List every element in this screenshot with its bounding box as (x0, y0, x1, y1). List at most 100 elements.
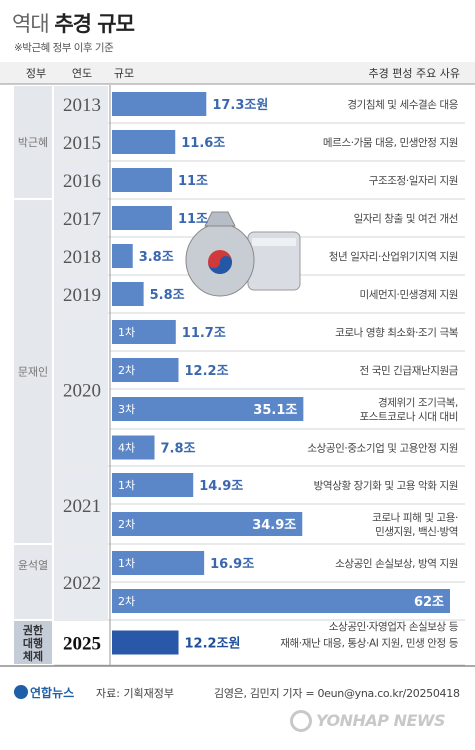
credit-text: 김영은, 김민지 기자 = 0eun@yna.co.kr/20250418 (214, 687, 460, 700)
bar (112, 358, 179, 382)
bar-round-label: 2차 (118, 518, 135, 531)
money-stack-band (252, 238, 296, 246)
reason-label: 미세먼지·민생경제 지원 (360, 288, 458, 301)
bar-value-label: 5.8조 (150, 288, 185, 303)
year-cell (54, 238, 108, 274)
gov-cell (14, 621, 52, 664)
gov-label: 문재인 (18, 366, 48, 379)
gov-cell (14, 545, 52, 619)
year-label: 2015 (63, 133, 101, 154)
gov-label: 체제 (23, 649, 43, 663)
bar-round-label: 1차 (118, 557, 135, 570)
reason-label: 소상공인 손실보상, 방역 지원 (335, 558, 458, 570)
bar (112, 397, 304, 421)
watermark: YONHAP NEWS (290, 710, 446, 732)
reason-label: 전 국민 긴급재난지원금 (360, 365, 459, 377)
reason-label: 코로나 피해 및 고용· (372, 511, 458, 524)
bar-value-label: 11조 (178, 174, 208, 189)
bar-value-label: 11.6조 (181, 136, 225, 151)
bar (112, 551, 205, 575)
source-text: 자료: 기획재정부 (96, 687, 175, 700)
watermark-text: YONHAP NEWS (316, 711, 446, 730)
year-cell (54, 621, 108, 664)
bar-value-label: 12.2조원 (185, 637, 241, 652)
reason-label: 구조조정·일자리 지원 (369, 174, 458, 187)
bar (112, 206, 172, 230)
year-label: 2025 (63, 634, 101, 655)
bar (112, 320, 176, 344)
year-cell (54, 545, 108, 619)
bar-value-label: 3.8조 (139, 250, 174, 265)
year-label: 2021 (63, 496, 101, 517)
gov-label: 대행 (23, 636, 43, 650)
bar-value-label: 34.9조 (252, 518, 296, 533)
bar (112, 512, 303, 536)
year-label: 2019 (63, 285, 101, 306)
bar-value-label: 11.7조 (182, 326, 226, 341)
gov-label: 윤석열 (18, 559, 48, 572)
bar-value-label: 12.2조 (185, 364, 229, 379)
header-row (0, 62, 475, 84)
money-bag-neck (204, 211, 236, 227)
bar (112, 168, 172, 192)
reason-label: 재해·재난 대응, 통상·AI 지원, 민생 안정 등 (280, 637, 458, 650)
gov-label: 권한 (23, 623, 43, 637)
reason-label: 일자리 창출 및 여건 개선 (354, 212, 458, 225)
bar-round-label: 1차 (118, 479, 135, 492)
bar-value-label: 16.9조 (210, 557, 254, 572)
bar (112, 244, 133, 268)
year-cell (54, 124, 108, 160)
yonhap-logo-icon (14, 685, 28, 699)
chart-note: ※박근혜 정부 이후 기준 (14, 42, 114, 54)
year-cell (54, 86, 108, 122)
year-cell (54, 467, 108, 543)
logo-text: 연합뉴스 (30, 686, 75, 700)
reason-label: 방역상황 장기화 및 고용 악화 지원 (314, 480, 458, 492)
year-label: 2020 (63, 381, 101, 402)
title-bold: 추경 규모 (54, 12, 135, 36)
bar-value-label: 62조 (414, 595, 444, 610)
year-label: 2013 (63, 95, 101, 116)
year-cell (54, 314, 108, 465)
reason-label: 소상공인·자영업자 손실보상 등 (329, 620, 459, 633)
bar (112, 630, 179, 655)
gov-cell (14, 86, 52, 198)
year-cell (54, 162, 108, 198)
title-light: 역대 (12, 12, 50, 36)
reason-label: 메르스·가뭄 대응, 민생안정 지원 (323, 137, 458, 149)
yonhap-logo: 연합뉴스 (14, 684, 74, 701)
reason-label: 경제위기 조기극복, (378, 396, 458, 409)
bar-round-label: 1차 (118, 326, 135, 339)
bar (112, 589, 450, 613)
year-label: 2018 (63, 247, 101, 268)
reason-label: 소상공인·중소기업 및 고용안정 지원 (307, 442, 458, 455)
header-gov: 정부 (26, 67, 46, 80)
year-label: 2022 (63, 573, 101, 594)
year-label: 2016 (63, 171, 101, 192)
bar-round-label: 4차 (118, 442, 135, 455)
bar-value-label: 17.3조원 (212, 98, 268, 113)
taegeuk-blue (208, 256, 232, 274)
bar (112, 92, 207, 116)
bar (112, 435, 155, 460)
reason-label: 청년 일자리·산업위기지역 지원 (329, 250, 458, 263)
year-label: 2017 (63, 209, 101, 230)
bar (112, 282, 144, 306)
header-reason: 추경 편성 주요 사유 (369, 67, 460, 80)
reason-label: 민생지원, 백신·방역 (375, 526, 458, 538)
bar-value-label: 35.1조 (253, 403, 297, 418)
bar-value-label: 7.8조 (161, 442, 196, 457)
reason-label: 포스트코로나 시대 대비 (360, 411, 458, 423)
bar-value-label: 11조 (178, 212, 208, 227)
bar (112, 473, 194, 497)
bar-round-label: 3차 (118, 403, 135, 416)
gov-cell (14, 200, 52, 543)
reason-label: 경기침체 및 세수결손 대응 (347, 98, 458, 111)
bar-round-label: 2차 (118, 364, 135, 377)
header-scale: 규모 (114, 67, 134, 80)
header-year: 연도 (72, 67, 92, 80)
year-cell (54, 200, 108, 236)
gov-label: 박근혜 (18, 136, 48, 149)
bar (112, 130, 176, 154)
